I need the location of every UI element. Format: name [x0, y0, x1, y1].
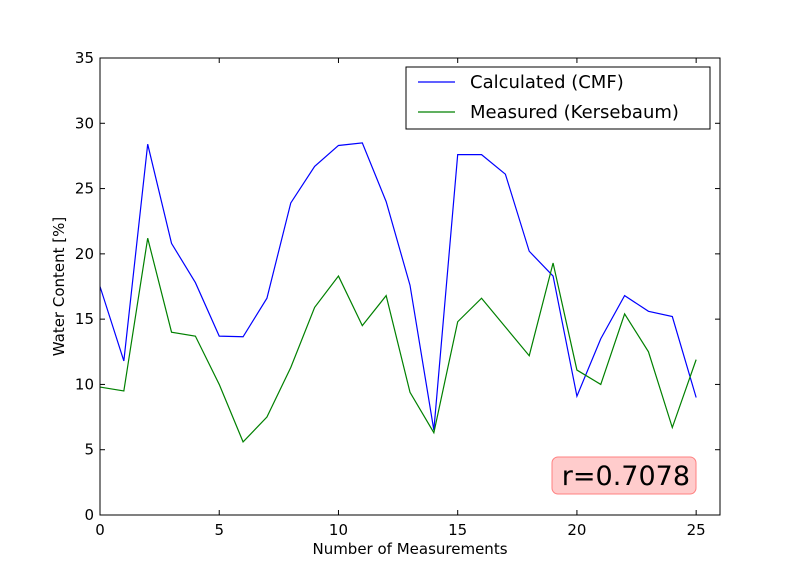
annotation-text: r=0.7078 [562, 461, 690, 492]
y-tick-label: 15 [75, 310, 94, 328]
x-tick-label: 10 [329, 521, 348, 539]
legend: Calculated (CMF) Measured (Kersebaum) [405, 66, 711, 130]
series-line-measured [99, 238, 697, 443]
legend-label-measured: Measured (Kersebaum) [470, 102, 679, 123]
correlation-annotation: r=0.7078 [551, 456, 697, 495]
legend-box [405, 66, 711, 130]
y-tick-label: 35 [75, 49, 94, 67]
y-tick-label: 10 [75, 375, 94, 393]
annotation-box [551, 456, 697, 495]
axis-ticks: 0 5 10 15 20 25 0 5 10 15 20 25 30 35 [75, 49, 720, 539]
series-line-calculated [99, 142, 697, 431]
y-tick-label: 20 [75, 245, 94, 263]
plot-area [99, 57, 721, 516]
y-tick-label: 25 [75, 180, 94, 198]
legend-label-calculated: Calculated (CMF) [470, 72, 624, 93]
y-axis-label: Water Content [%] [50, 217, 68, 357]
y-tick-label: 30 [75, 114, 94, 132]
x-axis-label: Number of Measurements [312, 540, 507, 558]
x-tick-label: 15 [448, 521, 467, 539]
x-tick-label: 25 [687, 521, 706, 539]
x-tick-label: 5 [214, 521, 224, 539]
axes-frame [99, 57, 721, 516]
x-tick-label: 0 [95, 521, 105, 539]
y-tick-label: 0 [84, 506, 94, 524]
y-tick-label: 5 [84, 441, 94, 459]
x-tick-label: 20 [567, 521, 586, 539]
